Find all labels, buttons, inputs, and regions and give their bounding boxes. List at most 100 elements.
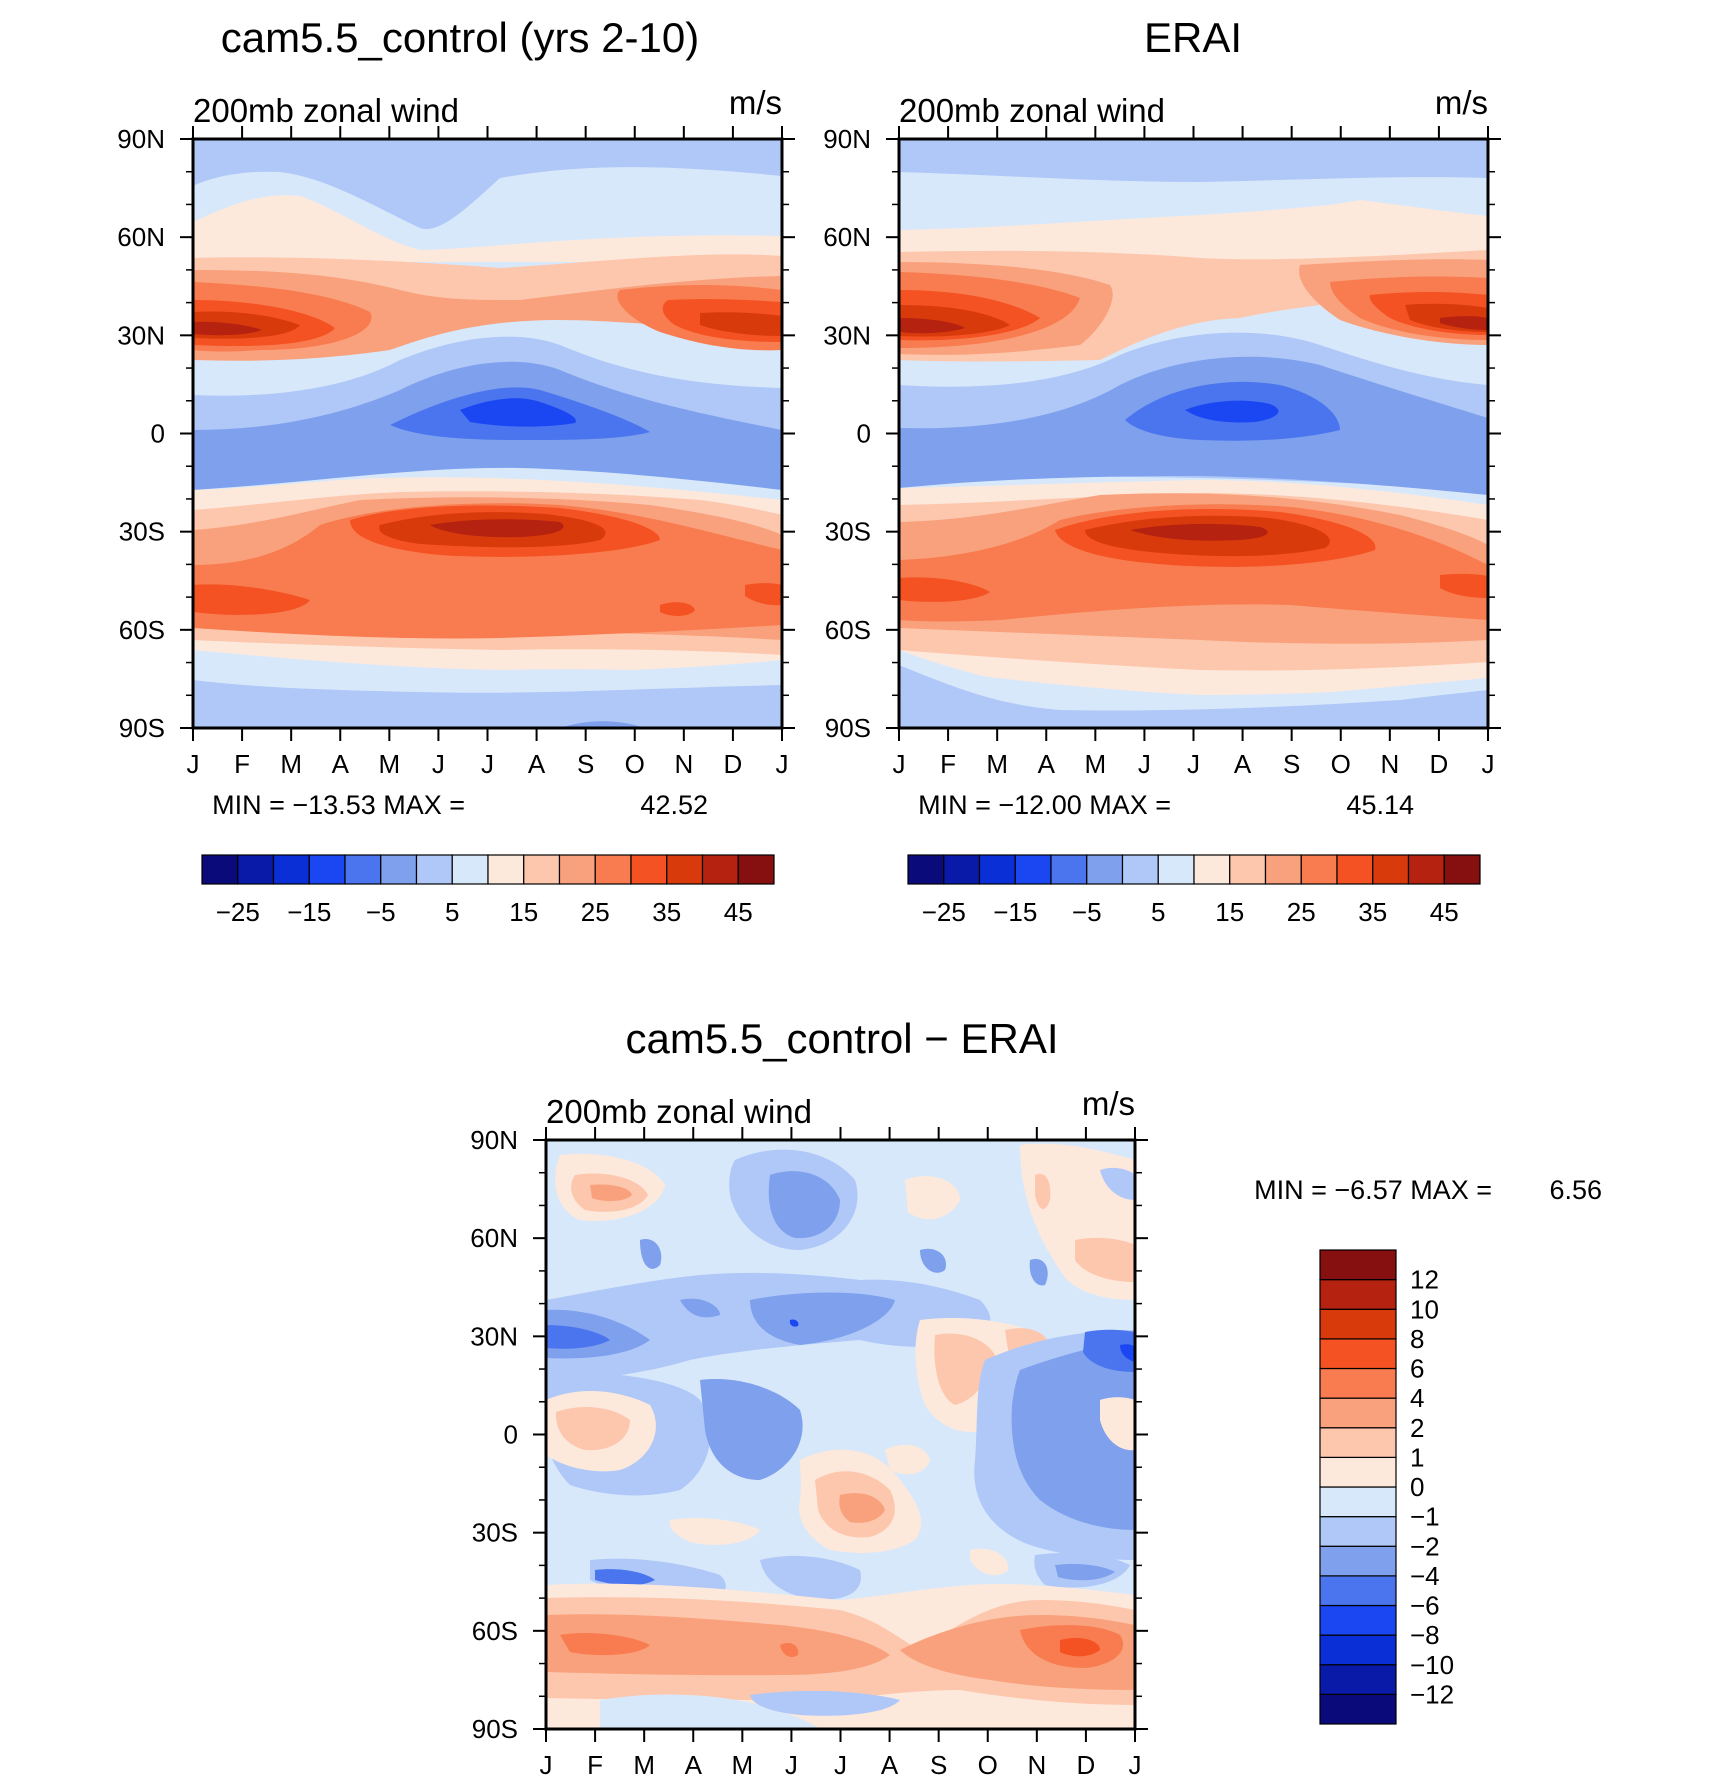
y-tick-label: 60N: [117, 222, 165, 252]
x-tick-label: J: [187, 749, 200, 779]
panel-title: cam5.5_control (yrs 2-10): [221, 14, 700, 61]
x-tick-label: A: [528, 749, 546, 779]
y-tick-label: 90S: [825, 713, 871, 743]
colorbar-label: 25: [581, 897, 610, 927]
left-string: 200mb zonal wind: [546, 1093, 812, 1130]
min-max-label: MIN = −12.00 MAX =: [918, 790, 1171, 820]
colorbar-label: 25: [1287, 897, 1316, 927]
colorbar: −25 −15 −5 5 15 25 35 45: [907, 854, 1481, 927]
colorbar-label: 8: [1410, 1324, 1424, 1354]
x-tick-label: A: [685, 1750, 703, 1780]
panel-obs: ERAI 200mb zonal wind m/s: [823, 14, 1501, 927]
colorbar-label: 12: [1410, 1265, 1439, 1295]
colorbar-swatch: [308, 854, 346, 885]
x-tick-label: M: [1084, 749, 1106, 779]
x-tick-label: J: [785, 1750, 798, 1780]
contour-band: [193, 321, 262, 336]
colorbar: −25 −15 −5 5 15 25 35 45: [201, 854, 775, 927]
colorbar-swatch: [1319, 1456, 1397, 1488]
colorbar-label: −6: [1410, 1591, 1440, 1621]
units-label: m/s: [1082, 1085, 1135, 1122]
colorbar-swatch: [907, 854, 945, 885]
colorbar-swatch: [237, 854, 275, 885]
colorbar-swatch: [558, 854, 596, 885]
contour-band: [1130, 523, 1268, 541]
contour-band: [920, 1248, 946, 1273]
colorbar-swatch: [1319, 1249, 1397, 1281]
y-tick-label: 90S: [119, 713, 165, 743]
contour-band: [750, 1292, 895, 1345]
x-tick-label: S: [577, 749, 594, 779]
contour-band: [640, 1239, 662, 1269]
contour-field: [899, 139, 1488, 728]
contour-band: [1083, 1329, 1135, 1372]
x-tick-label: M: [731, 1750, 753, 1780]
x-tick-label: M: [633, 1750, 655, 1780]
min-max-label: MIN = −13.53 MAX =: [212, 790, 465, 820]
contour-band: [1035, 1173, 1051, 1210]
x-tick-label: M: [280, 749, 302, 779]
contour-band: [1055, 1563, 1115, 1581]
panel-title: ERAI: [1144, 14, 1242, 61]
x-tick-label: J: [1187, 749, 1200, 779]
x-tick-label: M: [378, 749, 400, 779]
contour-band: [546, 1614, 890, 1676]
colorbar-swatch: [1193, 854, 1231, 885]
colorbar-label: 10: [1410, 1294, 1439, 1324]
max-value: 6.56: [1549, 1175, 1602, 1205]
contour-band: [780, 1643, 799, 1657]
contour-band: [899, 577, 990, 602]
y-tick-label: 60N: [470, 1223, 518, 1253]
colorbar-label: 45: [1430, 897, 1459, 927]
min-max-label: MIN = −6.57 MAX =: [1254, 1175, 1492, 1205]
x-tick-label: J: [776, 749, 789, 779]
contour-band: [700, 312, 782, 336]
colorbar-label: −15: [993, 897, 1037, 927]
contour-band: [460, 398, 576, 427]
x-tick-label: J: [432, 749, 445, 779]
x-tick-label: F: [587, 1750, 603, 1780]
y-tick-label: 60N: [823, 222, 871, 252]
contour-band: [1011, 1340, 1135, 1530]
y-tick-label: 0: [504, 1420, 518, 1450]
colorbar-swatch: [344, 854, 382, 885]
colorbar-swatch: [1319, 1427, 1397, 1458]
colorbar-swatch: [1372, 854, 1410, 885]
colorbar-label: 4: [1410, 1383, 1424, 1413]
colorbar-label: −5: [366, 897, 396, 927]
panel-title: cam5.5_control − ERAI: [625, 1015, 1058, 1062]
contour-band: [193, 680, 782, 728]
colorbar-label: 0: [1410, 1472, 1424, 1502]
colorbar-swatch: [1319, 1693, 1397, 1725]
colorbar-swatch: [1319, 1397, 1397, 1429]
x-tick-label: J: [540, 1750, 553, 1780]
contour-band: [899, 200, 1488, 262]
units-label: m/s: [729, 84, 782, 121]
x-tick-label: S: [1283, 749, 1300, 779]
x-tick-label: D: [1430, 749, 1449, 779]
x-tick-label: A: [1038, 749, 1056, 779]
contour-band: [560, 1633, 650, 1656]
colorbar-swatch: [701, 854, 739, 885]
contour-band: [193, 139, 782, 230]
colorbar-label: −8: [1410, 1620, 1440, 1650]
y-tick-label: 60S: [119, 615, 165, 645]
colorbar-swatch: [523, 854, 561, 885]
contour-band: [1075, 1237, 1135, 1282]
contour-band: [555, 1406, 630, 1451]
y-tick-label: 90N: [470, 1125, 518, 1155]
colorbar-swatch: [272, 854, 310, 885]
colorbar-label: −2: [1410, 1531, 1440, 1561]
colorbar-label: 35: [1358, 897, 1387, 927]
colorbar-swatch: [1319, 1338, 1397, 1370]
colorbar-swatch: [1319, 1516, 1397, 1547]
colorbar-label: −1: [1410, 1502, 1440, 1532]
contour-band: [669, 1518, 760, 1545]
colorbar-swatch: [1407, 854, 1445, 885]
x-tick-label: J: [1482, 749, 1495, 779]
colorbar-label: 6: [1410, 1354, 1424, 1384]
y-tick-label: 30S: [119, 517, 165, 547]
